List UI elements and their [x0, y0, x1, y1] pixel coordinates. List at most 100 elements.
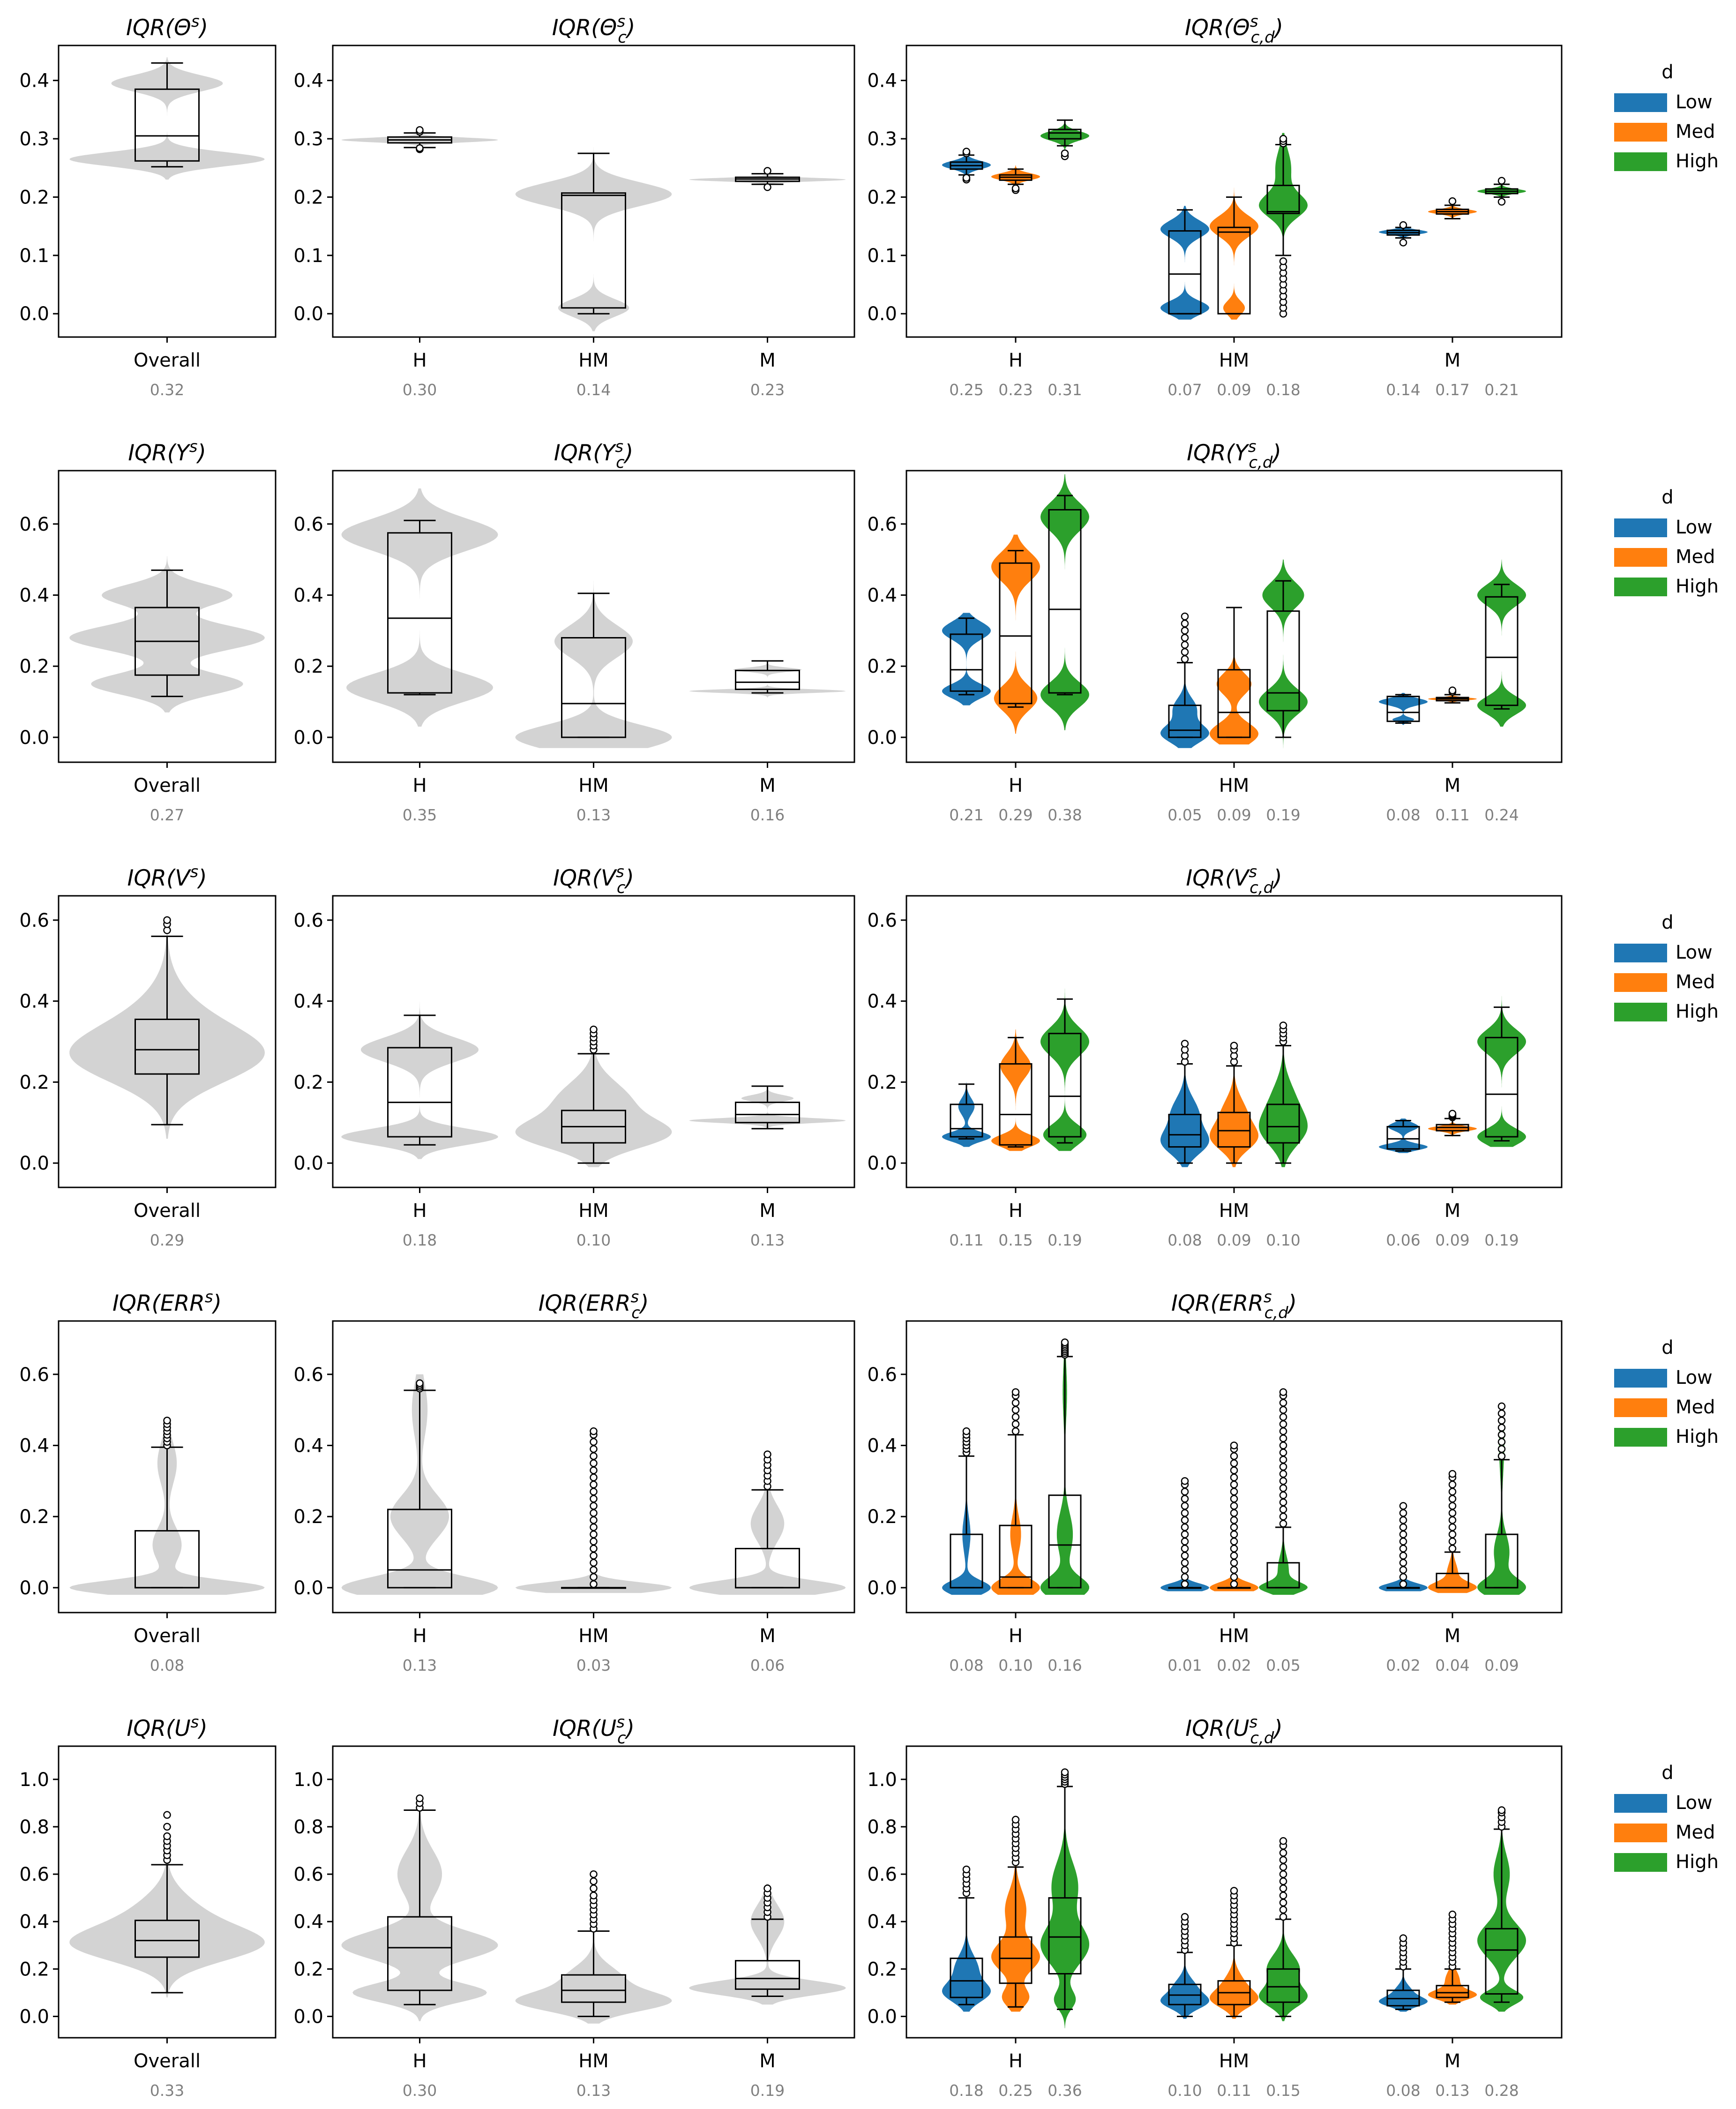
outlier-point	[1181, 1913, 1189, 1921]
iqr-box	[735, 1960, 800, 1990]
subplot-title: IQR(Θs)	[126, 12, 208, 41]
outlier-point	[163, 916, 171, 924]
outlier-point	[1230, 1487, 1238, 1496]
title-close: )	[1287, 1291, 1297, 1316]
outlier-point	[1279, 1399, 1287, 1407]
box-plot	[950, 1865, 983, 2005]
subplot-title: IQR(ERRs c)	[539, 1288, 649, 1322]
y-tick-label: 0.0	[19, 303, 49, 325]
outlier-point	[1230, 1559, 1238, 1567]
legend-label: High	[1676, 1001, 1719, 1022]
title-text: IQR(Y	[1187, 440, 1250, 466]
iqr-box	[1485, 1036, 1519, 1138]
violin-shape	[515, 133, 672, 331]
iqr-box	[1048, 1033, 1082, 1138]
iqr-box	[1266, 610, 1300, 712]
y-tick-label: 0.2	[293, 1072, 323, 1093]
box-plot	[1485, 1806, 1519, 2003]
outlier-point	[1448, 1502, 1457, 1510]
outlier-point	[1399, 1559, 1407, 1567]
iqr-box	[135, 88, 200, 162]
box-plot	[1217, 1887, 1251, 2017]
median-value-label: 0.38	[1048, 806, 1082, 824]
y-tick-label: 0.4	[867, 1435, 897, 1456]
iqr-box	[1266, 1103, 1300, 1144]
x-tick-label: HM	[578, 775, 609, 796]
legend	[1614, 93, 1667, 171]
median-value-label: 0.19	[750, 2081, 785, 2100]
box-plot	[1217, 1042, 1251, 1164]
x-tick-label: Overall	[134, 1200, 201, 1222]
outlier-point	[416, 1379, 424, 1387]
title-sup: s	[1250, 12, 1258, 31]
outlier-point	[590, 1473, 598, 1482]
median-value-label: 0.01	[1167, 1656, 1202, 1674]
iqr-box	[1048, 1494, 1082, 1589]
y-tick-label: 0.0	[293, 727, 323, 749]
violin-shape	[1160, 206, 1209, 320]
outlier-point	[1230, 1459, 1238, 1467]
box-plot	[950, 148, 983, 184]
median-value-label: 0.35	[403, 806, 437, 824]
outlier-point	[1279, 1856, 1287, 1864]
box-plot	[387, 126, 452, 153]
iqr-box	[999, 562, 1033, 705]
iqr-box	[735, 669, 800, 690]
iqr-box	[387, 1047, 452, 1138]
y-tick-label: 0.6	[293, 514, 323, 535]
outlier-point	[1399, 1566, 1407, 1574]
median-value-label: 0.19	[1266, 806, 1300, 824]
outlier-point	[1279, 1520, 1287, 1528]
outlier-point	[1230, 1566, 1238, 1574]
box-plot	[999, 550, 1033, 708]
legend-label: Low	[1676, 91, 1713, 113]
median-value-label: 0.29	[150, 1231, 184, 1249]
title-text: IQR(Θ	[1185, 15, 1250, 41]
x-tick-label: M	[759, 775, 776, 796]
title-close: )	[198, 15, 208, 41]
median-value-label: 0.30	[403, 2081, 437, 2100]
median-value-label: 0.10	[1167, 2081, 1202, 2100]
median-value-label: 0.24	[1484, 806, 1519, 824]
outlier-point	[1399, 1552, 1407, 1560]
violin-shape	[689, 662, 846, 698]
subplot-by_c	[327, 1745, 855, 2043]
x-tick-label: H	[1009, 2050, 1023, 2072]
y-tick-label: 0.3	[867, 128, 897, 150]
legend-swatch	[1614, 152, 1667, 171]
outlier-point	[1279, 257, 1287, 265]
outlier-point	[1448, 1480, 1457, 1489]
median-value-label: 0.08	[1386, 806, 1420, 824]
outlier-point	[1181, 1523, 1189, 1531]
title-close: )	[197, 1716, 207, 1741]
median-value-label: 0.19	[1484, 1231, 1519, 1249]
iqr-box	[999, 1063, 1033, 1146]
outlier-point	[1230, 1502, 1238, 1510]
violin-shape	[942, 1082, 991, 1147]
violin-shape	[341, 997, 498, 1159]
x-tick-label: HM	[578, 1200, 609, 1222]
median-value-label: 0.27	[150, 806, 184, 824]
iqr-box	[950, 633, 983, 692]
median-value-label: 0.11	[1217, 2081, 1251, 2100]
outlier-point	[1399, 1580, 1407, 1588]
y-tick-label: 0.2	[19, 187, 49, 208]
outlier-point	[763, 1450, 771, 1458]
y-tick-label: 0.4	[867, 585, 897, 606]
subplot-title: IQR(ERRs c,d)	[1171, 1288, 1297, 1322]
outlier-point	[1279, 1434, 1287, 1442]
box-plot	[950, 1083, 983, 1140]
x-tick-label: Overall	[134, 350, 201, 371]
outlier-point	[1011, 1399, 1020, 1407]
outlier-point	[1279, 1870, 1287, 1878]
outlier-point	[1279, 1413, 1287, 1421]
outlier-point	[962, 174, 971, 182]
legend-swatch	[1614, 1398, 1667, 1417]
box-plot	[1266, 580, 1300, 738]
outlier-point	[1497, 1402, 1506, 1411]
y-tick-label: 0.2	[19, 1072, 49, 1093]
y-tick-label: 0.0	[293, 1153, 323, 1174]
outlier-point	[1230, 1523, 1238, 1531]
box-plot	[1485, 1402, 1519, 1589]
y-tick-label: 0.6	[19, 910, 49, 931]
